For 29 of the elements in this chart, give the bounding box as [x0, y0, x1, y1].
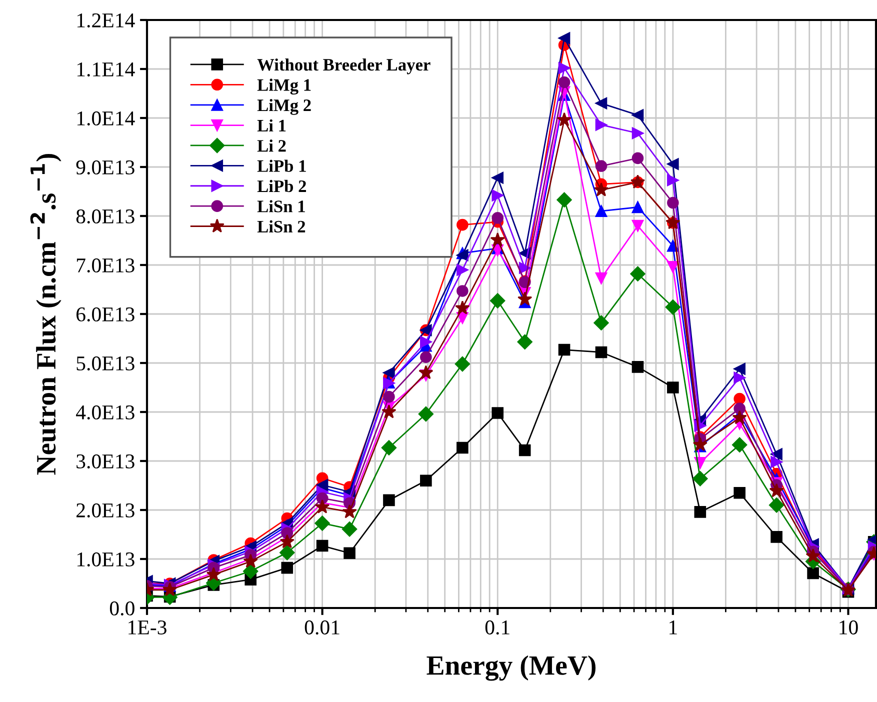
legend-label: LiSn 1 [257, 200, 305, 212]
y-axis-title: Neutron Flux (n.cm$^{−2}$.s$^{−1}$) [30, 154, 62, 475]
y-tick-label: 1.1E14 [77, 62, 135, 77]
legend-label: LiMg 1 [257, 78, 311, 95]
x-tick-label: 0.01 [304, 620, 340, 635]
y-tick-label: 0.0 [110, 601, 134, 616]
y-tick-label: 1.0E14 [77, 111, 135, 126]
y-tick-label: 1.2E14 [77, 13, 135, 28]
x-tick-label: 10 [840, 620, 858, 634]
legend-label: Without Breeder Layer [257, 58, 430, 74]
x-tick-label: 1 [670, 620, 677, 634]
y-tick-label: 8.0E13 [76, 209, 134, 224]
legend-label: Li 1 [257, 119, 286, 132]
x-tick-label: 1E-3 [128, 620, 166, 634]
y-tick-label: 3.0E13 [76, 454, 134, 469]
legend-label: LiSn 2 [257, 220, 306, 232]
y-tick-label: 7.0E13 [76, 258, 134, 273]
y-tick-label: 4.0E13 [76, 405, 134, 420]
x-axis-title: Energy (MeV) [426, 655, 596, 681]
y-tick-label: 2.0E13 [76, 503, 134, 518]
legend-label: LiPb 2 [257, 180, 306, 192]
y-tick-label: 5.0E13 [76, 356, 134, 371]
y-tick-label: 1.0E13 [77, 552, 134, 567]
legend-label: LiMg 2 [257, 99, 311, 115]
legend-label: LiPb 1 [257, 160, 306, 172]
y-tick-label: 9.0E13 [76, 160, 134, 175]
legend-label: Li 2 [257, 140, 286, 152]
y-tick-label: 6.0E13 [76, 307, 134, 322]
x-tick-label: 0.1 [485, 620, 510, 635]
